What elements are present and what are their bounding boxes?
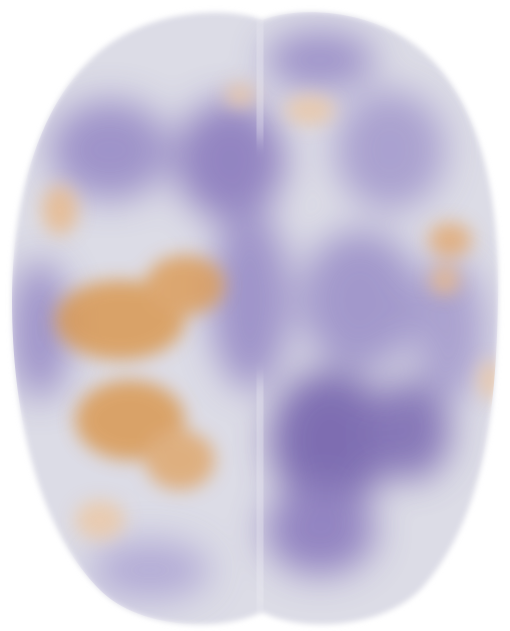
purple-regions xyxy=(12,30,485,600)
midline xyxy=(254,19,266,613)
orange-regions xyxy=(42,83,499,540)
activation-layer xyxy=(12,19,499,613)
